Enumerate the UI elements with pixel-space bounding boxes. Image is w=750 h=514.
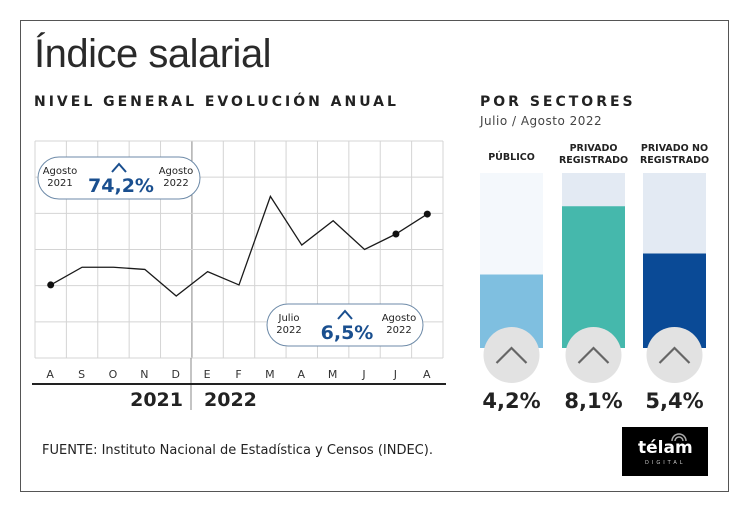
- bar-category-label: REGISTRADO: [640, 155, 709, 166]
- bar-category-label: PÚBLICO: [488, 151, 535, 163]
- chart-subtitle: NIVEL GENERAL EVOLUCIÓN ANUAL: [34, 94, 399, 110]
- annotation-monthly-bubble: [266, 303, 424, 347]
- frame: [20, 20, 729, 492]
- annotation-annual-to: Agosto: [159, 166, 194, 177]
- month-label: M: [328, 368, 339, 381]
- caret-up-icon: [337, 309, 353, 320]
- month-label: E: [204, 368, 212, 381]
- chevron-up-icon: [658, 346, 691, 364]
- month-label: N: [140, 368, 149, 381]
- bar-category-label: PRIVADO NO: [641, 143, 708, 154]
- bar-1: [562, 206, 625, 348]
- annotation-monthly-from: Julio: [278, 313, 300, 324]
- bar-category-label: REGISTRADO: [559, 155, 628, 166]
- month-label: O: [109, 368, 119, 381]
- data-point: [423, 210, 431, 218]
- year-label-2021: 2021: [130, 389, 183, 411]
- month-label: A: [423, 368, 432, 381]
- bar-value-label: 8,1%: [564, 389, 622, 413]
- logo-text: télam: [638, 438, 693, 458]
- month-label: J: [361, 368, 366, 381]
- annotation-annual-from: Agosto: [43, 166, 78, 177]
- arrow-circle: [565, 327, 622, 383]
- year-label-2022: 2022: [204, 389, 257, 411]
- month-label: S: [78, 368, 86, 381]
- bar-category-label: PRIVADO: [570, 143, 618, 154]
- month-label: D: [171, 368, 180, 381]
- annotation-annual-value: 74,2%: [88, 175, 154, 197]
- month-label: M: [265, 368, 276, 381]
- data-point: [47, 281, 55, 289]
- arrow-circle: [483, 327, 540, 383]
- page-title: Índice salarial: [34, 32, 272, 76]
- annotation-annual-to-year: 2022: [163, 178, 188, 189]
- source-note: FUENTE: Instituto Nacional de Estadístic…: [42, 443, 433, 458]
- arrow-circle: [646, 327, 703, 383]
- annotation-annual-from-year: 2021: [47, 178, 72, 189]
- data-point: [392, 230, 400, 238]
- data-line: [50, 194, 428, 297]
- annotation-annual-bubble: [37, 156, 201, 200]
- sectors-title: POR SECTORES: [480, 94, 636, 110]
- annotation-monthly-to: Agosto: [382, 313, 417, 324]
- telam-logo: télam DIGITAL: [622, 427, 708, 476]
- chevron-up-icon: [577, 346, 610, 364]
- annotation-monthly-from-year: 2022: [276, 325, 301, 336]
- annotation-monthly-to-year: 2022: [386, 325, 411, 336]
- month-label: J: [393, 368, 398, 381]
- caret-up-icon: [111, 162, 127, 173]
- annotation-monthly-value: 6,5%: [321, 322, 374, 344]
- sectors-date: Julio / Agosto 2022: [480, 114, 603, 128]
- bar-value-label: 5,4%: [645, 389, 703, 413]
- month-label: F: [235, 368, 242, 381]
- signal-icon: [671, 433, 687, 442]
- logo-sub: DIGITAL: [645, 460, 686, 466]
- month-label: A: [298, 368, 307, 381]
- chevron-up-icon: [495, 346, 528, 364]
- bar-value-label: 4,2%: [482, 389, 540, 413]
- month-label: A: [46, 368, 55, 381]
